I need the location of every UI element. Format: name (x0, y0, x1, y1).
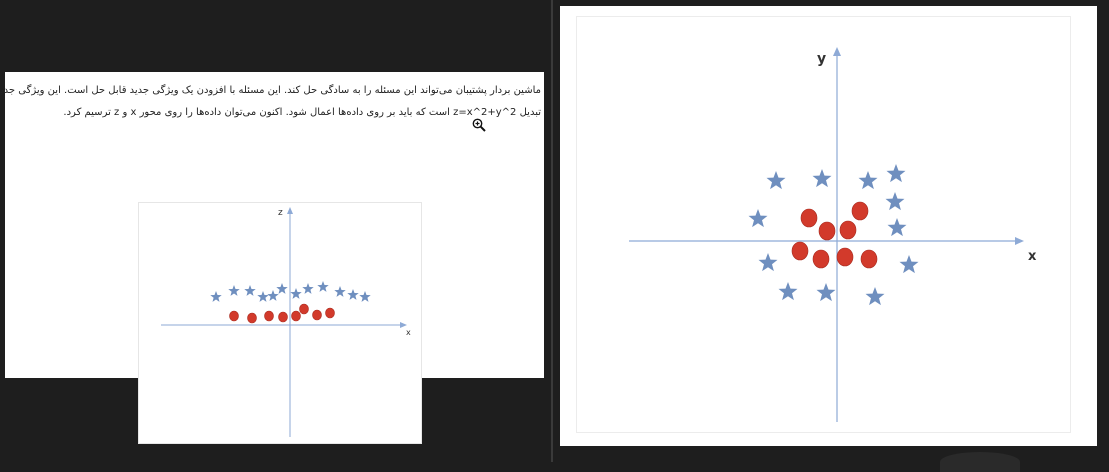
star-marker (228, 285, 240, 296)
star-marker (290, 288, 302, 299)
star-marker (210, 291, 222, 302)
circle-markers (229, 303, 335, 324)
star-marker (812, 169, 832, 188)
circle-marker (791, 241, 809, 261)
circle-marker (812, 249, 830, 269)
star-marker (887, 218, 907, 237)
star-marker (302, 283, 314, 294)
x-axis-label: x (1028, 249, 1037, 264)
left-pane: ماشین بردار پشتیبان می‌تواند این مسئله ر… (0, 0, 551, 462)
circle-marker (299, 303, 309, 315)
star-markers (748, 164, 919, 306)
star-marker (865, 287, 885, 306)
star-marker (267, 290, 279, 301)
star-marker (257, 291, 269, 302)
circle-marker (264, 310, 274, 322)
circle-marker (291, 310, 301, 322)
star-marker (276, 283, 288, 294)
circle-marker (860, 249, 878, 269)
document-text: ماشین بردار پشتیبان می‌تواند این مسئله ر… (0, 80, 541, 124)
star-marker (758, 253, 778, 272)
webcam-overlay (940, 452, 1020, 472)
xz-projection-plot: z x (161, 207, 411, 437)
x-axis-arrow (400, 322, 407, 328)
xz-projection-figure: z x (138, 202, 422, 444)
star-markers (210, 281, 371, 302)
xy-original-plot: y x (629, 47, 1037, 422)
star-marker (334, 286, 346, 297)
circle-marker (818, 221, 836, 241)
star-marker (317, 281, 329, 292)
xy-original-figure: y x (576, 16, 1071, 433)
circle-marker (247, 312, 257, 324)
circle-marker (325, 307, 335, 319)
star-marker (347, 289, 359, 300)
circle-marker (836, 247, 854, 267)
circle-marker (800, 208, 818, 228)
star-marker (778, 282, 798, 301)
document-panel: ماشین بردار پشتیبان می‌تواند این مسئله ر… (0, 72, 544, 444)
circle-marker (278, 311, 288, 323)
document-line-1: ماشین بردار پشتیبان می‌تواند این مسئله ر… (0, 85, 541, 96)
star-marker (858, 171, 878, 190)
circle-marker (851, 201, 869, 221)
zoom-in-icon (472, 117, 486, 132)
z-axis-arrow (287, 207, 293, 214)
document-line-2: تبدیل z=x^2+y^2 است که باید بر روی داده‌… (63, 107, 541, 118)
star-marker (766, 171, 786, 190)
circle-marker (229, 310, 239, 322)
circle-markers (791, 201, 878, 269)
circle-marker (312, 309, 322, 321)
right-pane: y x (560, 6, 1097, 446)
star-marker (885, 192, 905, 211)
star-marker (886, 164, 906, 183)
star-marker (899, 255, 919, 274)
star-marker (816, 283, 836, 302)
x-axis-label: x (406, 328, 411, 337)
z-axis-label: z (278, 208, 283, 218)
circle-marker (839, 220, 857, 240)
y-axis-arrow (833, 47, 841, 56)
star-marker (359, 291, 371, 302)
pane-divider[interactable] (551, 0, 553, 462)
star-marker (244, 285, 256, 296)
star-marker (748, 209, 768, 228)
x-axis-arrow (1015, 237, 1024, 245)
y-axis-label: y (817, 51, 826, 67)
